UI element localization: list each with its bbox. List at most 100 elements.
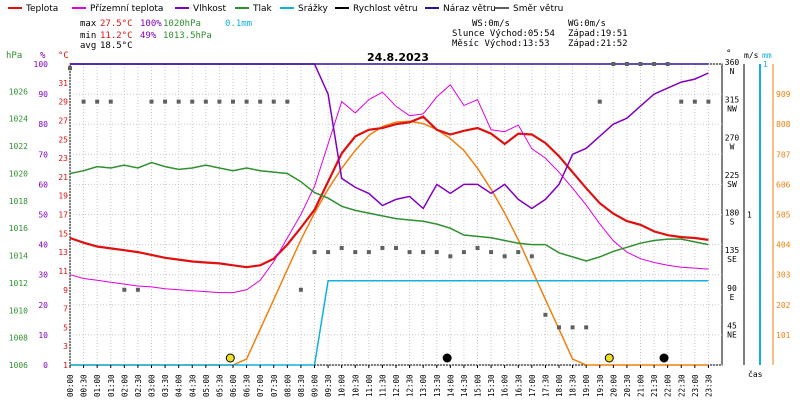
tick-label-direction: 90 (727, 284, 737, 293)
tick-label-compass: N (730, 67, 735, 76)
x-tick-label: 10:30 (351, 374, 360, 397)
axis-unit-percent: % (40, 51, 46, 61)
tick-label-compass: S (730, 218, 735, 227)
tick-label-solar: 808 (776, 120, 791, 129)
tick-label-solar: 505 (776, 211, 791, 220)
x-tick-label: 04:30 (188, 374, 197, 397)
wind-direction-point (217, 99, 222, 104)
axis-unit-hpa: hPa (6, 51, 22, 61)
wind-direction-point (516, 250, 521, 255)
x-tick-label: 19:30 (596, 374, 605, 397)
x-tick-label: 21:00 (637, 374, 646, 397)
wind-direction-point (366, 250, 371, 255)
tick-label-compass: SE (727, 255, 737, 264)
legend-label: Přízemní teplota (90, 4, 163, 14)
legend-label: Náraz větru (443, 4, 496, 14)
wind-direction-point (339, 245, 344, 250)
x-tick-label: 05:00 (202, 374, 211, 397)
axes: 1006100810101012101410161018102010221024… (9, 58, 791, 370)
tick-label-hpa: 1022 (9, 142, 28, 151)
tick-label-solar: 303 (776, 271, 791, 280)
tick-label-celsius: 11 (58, 267, 68, 276)
x-tick-label: 00:00 (66, 374, 75, 397)
info-wg: WG:0m/s (568, 19, 606, 29)
legend-item-gust: Náraz větru (425, 4, 496, 14)
x-tick-label: 07:00 (256, 374, 265, 397)
x-tick-label: 03:30 (161, 374, 170, 397)
x-tick-label: 05:30 (215, 374, 224, 397)
wind-direction-point (380, 245, 385, 250)
info-ws: WS:0m/s (472, 19, 510, 29)
x-tick-label: 18:30 (569, 374, 578, 397)
x-tick-label: 23:30 (704, 374, 713, 397)
x-tick-label: 11:30 (378, 374, 387, 397)
wind-direction-point (584, 325, 589, 330)
axis-unit-celsius: °C (58, 51, 69, 61)
tick-label-hpa: 1008 (9, 334, 28, 343)
legend-item-temp: Teplota (8, 4, 58, 14)
tick-label-hpa: 1014 (9, 252, 28, 261)
stats-min-label: min (80, 31, 96, 41)
tick-label-percent: 20 (38, 301, 48, 310)
x-tick-label: 14:00 (446, 374, 455, 397)
x-tick-label: 09:30 (324, 374, 333, 397)
rain-line (70, 279, 709, 366)
grid (69, 63, 723, 366)
tick-label-percent: 30 (38, 271, 48, 280)
wind-direction-point (312, 250, 317, 255)
wind-direction-point (258, 99, 263, 104)
x-tick-label: 20:00 (609, 374, 618, 397)
legend-label: Vlhkost (193, 4, 226, 14)
x-tick-label: 06:30 (243, 374, 252, 397)
x-tick-label: 10:00 (338, 374, 347, 397)
tick-label-celsius: 15 (58, 229, 68, 238)
tick-label-hpa: 1010 (9, 306, 28, 315)
wind-direction-point (502, 254, 507, 259)
tick-label-celsius: 1 (63, 361, 68, 370)
tick-label-hpa: 1020 (9, 169, 28, 178)
wind-direction-point (231, 99, 235, 104)
tick-label-solar: 202 (776, 301, 791, 310)
tick-label-celsius: 9 (63, 286, 68, 295)
stats-max-press: 1020hPa (163, 19, 201, 29)
wind-direction-point (122, 287, 127, 292)
wind-direction-point (679, 99, 684, 104)
tick-label-solar: 707 (776, 150, 791, 159)
tick-label-percent: 10 (38, 331, 48, 340)
x-tick-label: 20:30 (623, 374, 632, 397)
x-tick-label: 15:30 (487, 374, 496, 397)
chart-title: 24.8.2023 (367, 51, 429, 64)
tick-label-solar: 404 (776, 241, 791, 250)
x-tick-label: 11:00 (365, 374, 374, 397)
legend-item-wind-dir: Směr větru (495, 4, 563, 14)
wind-direction-point (624, 62, 629, 66)
tick-label-celsius: 5 (63, 323, 68, 332)
tick-label-direction: 315 (725, 96, 740, 105)
tick-label-wind: 1 (747, 211, 752, 220)
tick-label-percent: 90 (38, 90, 48, 99)
wind-direction-point (285, 99, 290, 104)
wind-direction-point (326, 250, 331, 255)
astro-markers (225, 353, 669, 363)
tick-label-celsius: 31 (58, 79, 68, 88)
wind-direction-point (570, 325, 575, 330)
wind-direction-point (434, 250, 439, 255)
x-tick-label: 17:00 (528, 374, 537, 397)
stats-block: max 27.5°C 100% 1020hPa 0.1mm min 11.2°C… (80, 19, 628, 51)
tick-label-hpa: 1006 (9, 361, 28, 370)
tick-label-hpa: 1026 (9, 87, 28, 96)
wind-direction-point (176, 99, 181, 104)
sunrise-icon (225, 353, 235, 363)
wind-direction-point (298, 287, 303, 292)
wind-direction-point (597, 99, 602, 104)
solar-series (70, 120, 709, 366)
legend-label: Směr větru (513, 4, 563, 14)
tick-label-rain: 1 (763, 60, 768, 69)
tick-label-celsius: 7 (63, 305, 68, 314)
tick-label-celsius: 27 (58, 116, 68, 125)
legend-label: Tlak (252, 4, 273, 14)
wind-direction-point (163, 99, 168, 104)
stats-max-temp: 27.5°C (100, 19, 133, 29)
stats-min-hum: 49% (140, 31, 157, 41)
stats-avg-temp: 18.5°C (100, 41, 133, 51)
